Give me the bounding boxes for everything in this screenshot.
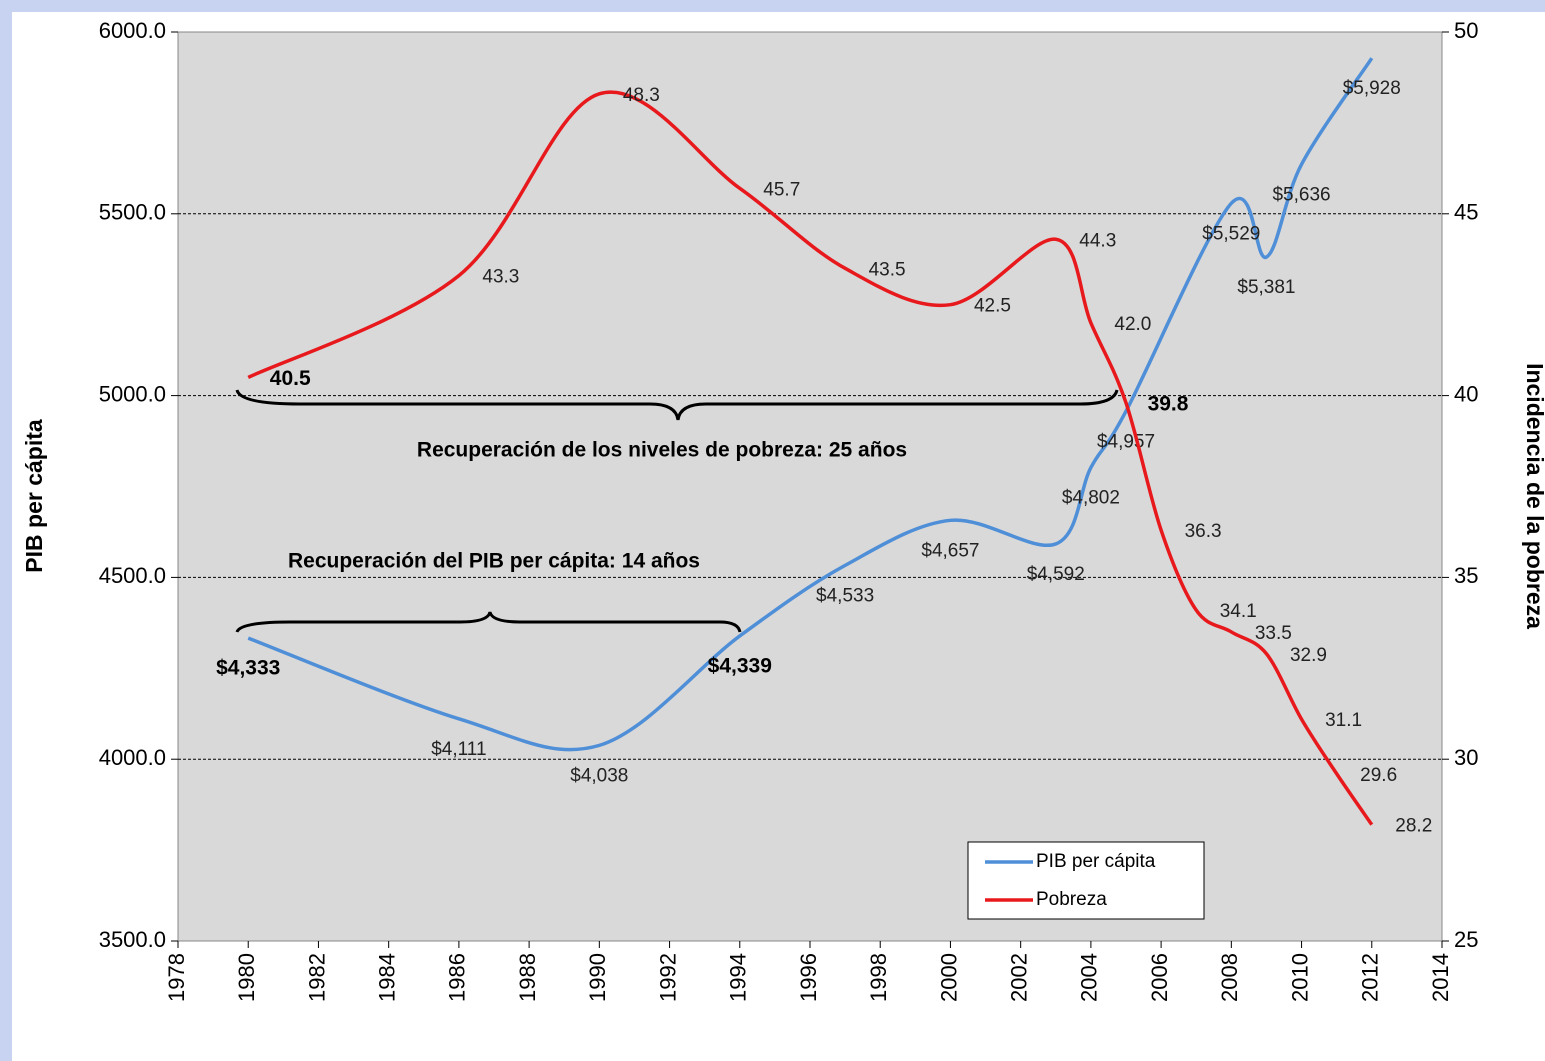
data-label: $4,592 [1027,564,1085,585]
legend-label: PIB per cápita [1036,851,1156,872]
data-label: 44.3 [1079,230,1116,251]
plot-area [177,31,1443,942]
frame-left [0,0,12,1061]
y-tick-label: 5500.0 [99,200,166,225]
x-tick-label: 1998 [866,953,891,1002]
data-label: 36.3 [1185,521,1222,542]
data-label: $4,533 [816,585,874,606]
x-tick-label: 1984 [374,953,399,1002]
y-tick-label: 4000.0 [99,745,166,770]
x-tick-label: 2002 [1006,953,1031,1002]
line-series [247,57,1374,752]
line-series [247,90,1374,826]
data-label: 40.5 [270,367,311,390]
brace [235,389,1119,421]
data-label: $4,333 [216,657,280,680]
data-label: 48.3 [623,85,660,106]
data-label: $5,381 [1237,277,1295,298]
annotation: Recuperación del PIB per cápita: 14 años [288,550,700,573]
data-label: 39.8 [1148,392,1189,415]
x-tick-label: 1982 [304,953,329,1002]
y2-tick-label: 50 [1454,18,1478,43]
data-label: 31.1 [1325,710,1362,731]
x-tick-label: 2014 [1428,953,1453,1002]
x-tick-label: 1996 [796,953,821,1002]
data-label: $4,111 [431,739,486,760]
data-label: 43.3 [482,267,519,288]
x-tick-label: 1994 [726,953,751,1002]
y2-axis-label: Incidencia de la pobreza [1522,363,1545,629]
y-tick-label: 3500.0 [99,927,166,952]
data-label: 34.1 [1220,601,1257,622]
y2-tick-label: 25 [1454,927,1478,952]
data-label: $5,636 [1272,184,1330,205]
y-axis-label: PIB per cápita [21,419,47,573]
data-label: $4,038 [570,765,628,786]
x-tick-label: 1988 [515,953,540,1002]
data-label: $4,957 [1097,431,1155,452]
x-tick-label: 2006 [1147,953,1172,1002]
y2-tick-label: 35 [1454,563,1478,588]
data-label: 45.7 [763,179,800,200]
y-tick-label: 6000.0 [99,18,166,43]
x-tick-label: 1990 [585,953,610,1002]
data-label: $4,339 [708,654,772,677]
x-tick-label: 2012 [1358,953,1383,1002]
x-tick-label: 1980 [234,953,259,1002]
data-label: 42.0 [1114,314,1151,335]
data-label: $4,657 [921,540,979,561]
x-tick-label: 1978 [164,953,189,1002]
data-label: $5,928 [1343,78,1401,99]
data-label: 33.5 [1255,623,1292,644]
data-label: 42.5 [974,296,1011,317]
y2-tick-label: 30 [1454,745,1478,770]
data-label: 28.2 [1395,816,1432,837]
annotation: Recuperación de los niveles de pobreza: … [417,439,907,462]
data-label: $4,802 [1062,488,1120,509]
y-tick-label: 4500.0 [99,563,166,588]
brace [235,611,742,633]
legend [967,841,1205,920]
x-tick-label: 2008 [1217,953,1242,1002]
y-tick-label: 5000.0 [99,381,166,406]
x-tick-label: 1992 [655,953,680,1002]
data-label: 29.6 [1360,765,1397,786]
x-tick-label: 1986 [445,953,470,1002]
data-label: $5,529 [1202,223,1260,244]
y2-tick-label: 40 [1454,381,1478,406]
data-label: 43.5 [869,259,906,280]
x-tick-label: 2004 [1077,953,1102,1002]
data-label: 32.9 [1290,645,1327,666]
frame-top [0,0,1545,12]
grid [178,213,1442,760]
x-tick-label: 2000 [936,953,961,1002]
legend-label: Pobreza [1036,889,1107,910]
x-tick-label: 2010 [1287,953,1312,1002]
y2-tick-label: 45 [1454,200,1478,225]
